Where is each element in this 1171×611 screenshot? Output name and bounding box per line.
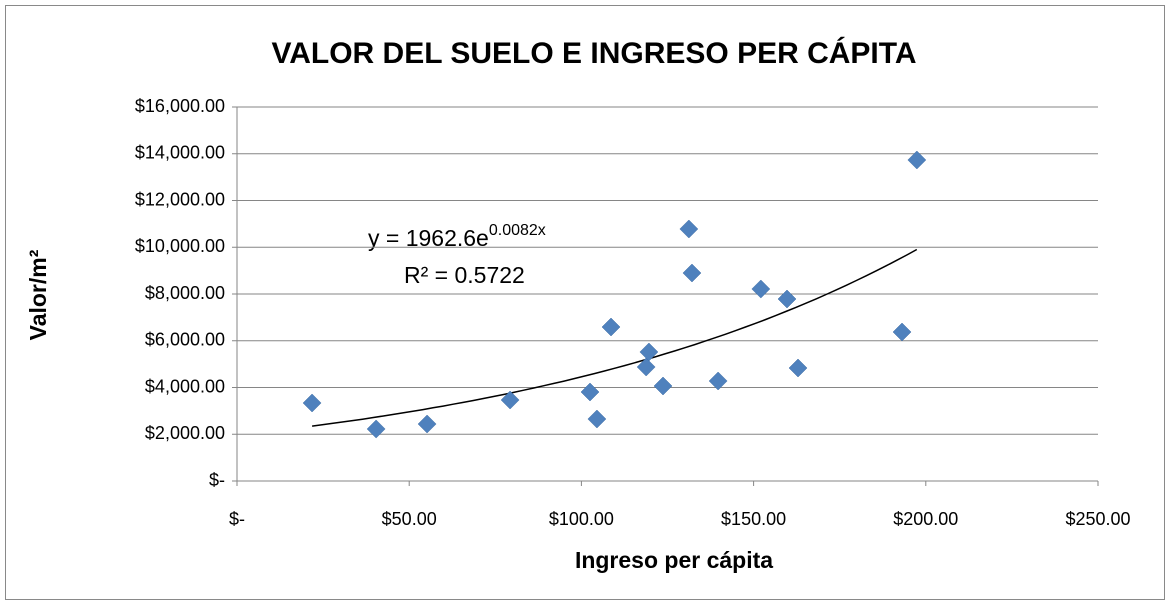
- x-axis-label: Ingreso per cápita: [575, 547, 773, 573]
- marker: [601, 317, 621, 337]
- marker: [302, 393, 322, 413]
- marker: [892, 322, 912, 342]
- marker: [682, 263, 702, 283]
- marker: [366, 419, 386, 439]
- y-tick-label: $12,000.00: [135, 189, 225, 209]
- marker: [708, 371, 728, 391]
- y-tick-label: $8,000.00: [145, 283, 225, 303]
- marker: [417, 414, 437, 434]
- marker: [500, 390, 520, 410]
- y-tick-label: $14,000.00: [135, 143, 225, 163]
- y-tick-label: $2,000.00: [145, 423, 225, 443]
- x-tick-label: $150.00: [721, 509, 786, 529]
- marker: [653, 376, 673, 396]
- x-tick-label: $50.00: [382, 509, 437, 529]
- chart-border: [5, 5, 1165, 600]
- marker: [788, 358, 808, 378]
- y-tick-label: $10,000.00: [135, 236, 225, 256]
- marker: [907, 150, 927, 170]
- marker: [587, 409, 607, 429]
- y-tick-label: $16,000.00: [135, 96, 225, 116]
- marker: [777, 289, 797, 309]
- trend-r2: R² = 0.5722: [404, 262, 525, 288]
- y-tick-label: $4,000.00: [145, 376, 225, 396]
- trend-equation: y = 1962.6e0.0082x: [368, 222, 546, 251]
- x-tick-label: $250.00: [1065, 509, 1130, 529]
- y-tick-label: $-: [209, 470, 225, 490]
- x-tick-label: $200.00: [893, 509, 958, 529]
- trend-equation-exponent: 0.0082x: [489, 222, 546, 239]
- marker: [751, 279, 771, 299]
- trendline: [312, 248, 918, 427]
- marker: [580, 382, 600, 402]
- x-tick-label: $-: [229, 509, 245, 529]
- x-tick-label: $100.00: [549, 509, 614, 529]
- trend-equation-base: y = 1962.6e: [368, 225, 489, 251]
- y-tick-label: $6,000.00: [145, 330, 225, 350]
- marker: [636, 357, 656, 377]
- marker: [679, 219, 699, 239]
- chart-title: VALOR DEL SUELO E INGRESO PER CÁPITA: [271, 36, 916, 70]
- y-axis-label: Valor/m²: [25, 249, 51, 340]
